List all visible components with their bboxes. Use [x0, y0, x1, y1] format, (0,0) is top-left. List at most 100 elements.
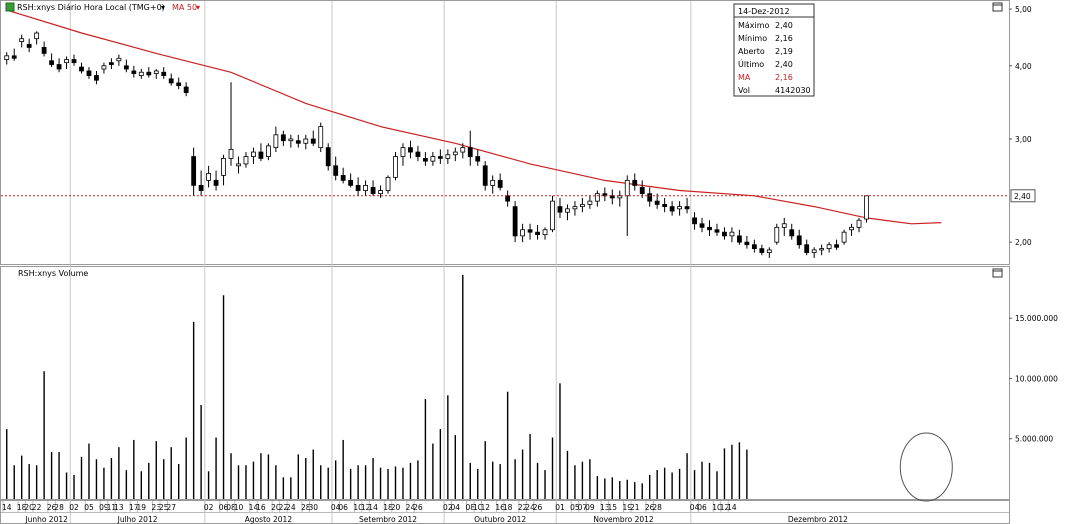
date-tick-label: 09	[99, 503, 109, 512]
info-row-label: Vol	[738, 86, 750, 95]
candle-body	[520, 229, 525, 237]
month-label: Julho 2012	[117, 515, 158, 524]
candle-body	[71, 59, 77, 64]
date-tick-label: 22	[32, 503, 42, 512]
date-tick-label: 10	[473, 503, 483, 512]
candle-body	[609, 195, 615, 199]
candle-body	[699, 223, 705, 228]
month-label: Agosto 2012	[245, 515, 293, 524]
last-price-box	[1010, 189, 1036, 203]
candle-body	[161, 71, 167, 76]
date-tick-label: 18	[383, 503, 393, 512]
candle-body	[243, 156, 249, 165]
candle-body	[572, 206, 578, 210]
date-tick-label: 08	[465, 503, 475, 512]
candle-body	[273, 134, 279, 149]
candle-body	[333, 165, 339, 176]
date-tick-label: 09	[585, 503, 595, 512]
candle-body	[475, 156, 481, 162]
candle-body	[617, 195, 623, 199]
date-tick-label: 11	[107, 503, 117, 512]
candle-body	[437, 156, 443, 159]
candle-body	[101, 65, 107, 70]
candle-body	[587, 200, 593, 205]
candle-body	[183, 86, 189, 94]
candle-body	[737, 235, 742, 243]
date-tick-label: 16	[495, 503, 505, 512]
candle-body	[123, 65, 129, 70]
info-row-value: 2,40	[775, 21, 793, 30]
date-tick-label: 12	[720, 503, 730, 512]
candle-body	[624, 179, 630, 197]
date-tick-label: 13	[114, 503, 124, 512]
candle-body	[654, 200, 660, 205]
price-tick-label: 5,00	[1015, 5, 1032, 14]
ma-legend[interactable]: MA 50	[172, 3, 197, 12]
date-tick-label: 06	[219, 503, 229, 512]
date-tick-label: 22	[279, 503, 289, 512]
month-label: Junho 2012	[24, 515, 68, 524]
candle-body	[482, 165, 488, 186]
month-label: Setembro 2012	[359, 515, 417, 524]
candle-body	[423, 157, 428, 162]
candle-body	[550, 200, 555, 231]
month-label: Outubro 2012	[474, 515, 526, 524]
date-tick-label: 10	[353, 503, 363, 512]
candle-body	[34, 32, 40, 40]
candle-body	[557, 206, 563, 213]
date-tick-label: 04	[331, 503, 341, 512]
symbol-legend[interactable]: RSH:xnys Diário Hora Local (TMG+0)	[17, 3, 165, 12]
date-tick-label: 10	[712, 503, 722, 512]
candle-body	[198, 184, 204, 191]
info-row-value: 4142030	[775, 86, 811, 95]
candle-body	[460, 147, 466, 153]
candle-body	[669, 206, 675, 212]
candle-body	[318, 126, 324, 149]
volume-panel-frame	[0, 266, 1010, 500]
date-tick-label: 16	[256, 503, 266, 512]
candle-body	[759, 248, 765, 253]
candle-body	[303, 138, 309, 144]
candle-body	[213, 179, 219, 186]
candle-body	[684, 206, 690, 210]
date-tick-label: 14	[727, 503, 737, 512]
date-tick-label: 30	[308, 503, 318, 512]
candle-body	[677, 206, 682, 210]
price-maximize-button[interactable]	[992, 2, 1003, 12]
date-tick-label: 18	[503, 503, 513, 512]
price-tick-label: 4,00	[1015, 62, 1032, 71]
annotation-circle	[899, 432, 953, 502]
candle-body	[467, 147, 473, 157]
candle-body	[86, 70, 92, 76]
date-tick-label: 07	[578, 503, 588, 512]
candle-body	[385, 176, 391, 191]
candle-body	[774, 226, 780, 243]
volume-tick-label: 15.000.000	[1015, 314, 1058, 323]
candle-body	[191, 156, 197, 186]
date-tick-label: 22	[518, 503, 528, 512]
info-row-value: 2,40	[775, 60, 793, 69]
candle-body	[131, 70, 137, 74]
volume-legend: RSH:xnys Volume	[18, 269, 88, 278]
candle-body	[766, 249, 772, 253]
candle-body	[430, 156, 436, 162]
date-tick-label: 10	[234, 503, 244, 512]
price-tick-label: 2,00	[1015, 238, 1032, 247]
ma-dropdown-icon[interactable]: ▾	[196, 3, 200, 12]
candle-body	[206, 173, 211, 181]
month-label: Dezembro 2012	[788, 515, 848, 524]
symbol-dropdown-icon[interactable]: ▾	[161, 3, 165, 12]
symbol-icon[interactable]	[5, 2, 15, 12]
volume-maximize-button[interactable]	[992, 268, 1003, 278]
date-tick-label: 24	[406, 503, 416, 512]
candle-body	[580, 204, 585, 208]
candle-body	[370, 187, 376, 195]
date-tick-label: 06	[697, 503, 707, 512]
candle-body	[236, 163, 241, 167]
candle-body	[505, 195, 511, 202]
candle-body	[11, 55, 17, 59]
info-row-value: 2,19	[775, 47, 793, 56]
date-tick-label: 26	[533, 503, 543, 512]
date-tick-label: 13	[600, 503, 610, 512]
